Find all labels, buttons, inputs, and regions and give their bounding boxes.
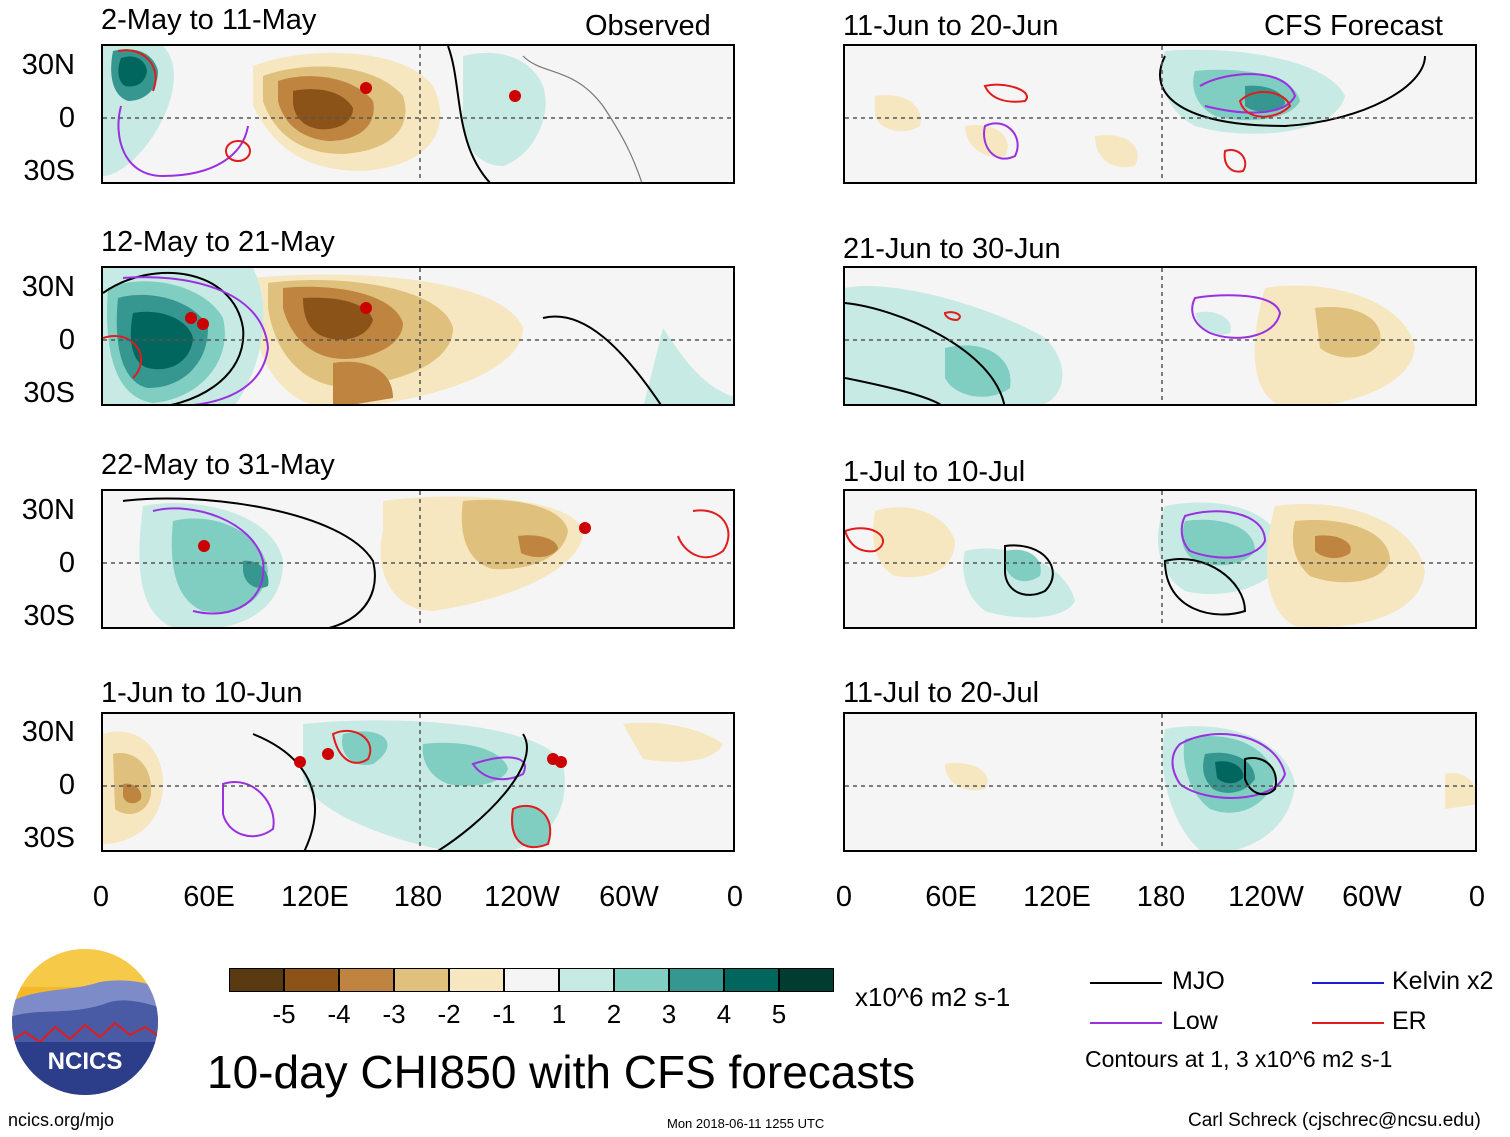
legend-label-mjo: MJO xyxy=(1172,967,1225,995)
legend-label-er: ER xyxy=(1392,1007,1427,1035)
lon-right-60e: 60E xyxy=(925,881,977,913)
colorbar-label: 2 xyxy=(606,999,622,1029)
panel-title-right-2: 21-Jun to 30-Jun xyxy=(843,233,1061,265)
panel-title-right-3: 1-Jul to 10-Jul xyxy=(843,456,1026,488)
colorbar-swatch-9 xyxy=(669,968,724,992)
colorbar-swatch-2 xyxy=(284,968,339,992)
colorbar-label: -2 xyxy=(437,999,461,1029)
cfs-forecast-label: CFS Forecast xyxy=(1264,10,1443,42)
lat-eq-row3: 0 xyxy=(58,547,75,579)
colorbar-label: 3 xyxy=(661,999,677,1029)
map-panel-right-1 xyxy=(843,44,1477,184)
panel-title-right-4: 11-Jul to 20-Jul xyxy=(843,677,1040,709)
lat-30s-row3: 30S xyxy=(23,600,75,632)
colorbar-swatch-4 xyxy=(394,968,449,992)
lat-eq-row2: 0 xyxy=(58,324,75,356)
colorbar-label: 4 xyxy=(716,999,732,1029)
legend-label-kelvin: Kelvin x2 xyxy=(1392,967,1494,995)
lon-left-180: 180 xyxy=(393,881,443,913)
lon-left-120e: 120E xyxy=(281,881,349,913)
legend-line-er xyxy=(1312,1022,1384,1024)
lat-30n-row1: 30N xyxy=(21,49,75,81)
footer-credit: Carl Schreck (cjschrec@ncsu.edu) xyxy=(1188,1110,1481,1131)
main-title: 10-day CHI850 with CFS forecasts xyxy=(207,1046,916,1098)
lon-left-60e: 60E xyxy=(183,881,235,913)
colorbar-label: -5 xyxy=(272,999,296,1029)
colorbar-label: -3 xyxy=(382,999,406,1029)
observed-label: Observed xyxy=(585,10,711,42)
colorbar-swatch-6 xyxy=(504,968,559,992)
colorbar-label: 5 xyxy=(771,999,787,1029)
lat-eq-row4: 0 xyxy=(58,769,75,801)
lat-30s-row2: 30S xyxy=(23,377,75,409)
colorbar-swatch-10 xyxy=(724,968,779,992)
lon-left-0: 0 xyxy=(92,881,110,913)
legend-label-low: Low xyxy=(1172,1007,1218,1035)
ncics-logo-text: NCICS xyxy=(48,1048,123,1075)
legend-line-low xyxy=(1090,1022,1162,1024)
panel-title-left-4: 1-Jun to 10-Jun xyxy=(101,677,303,709)
lon-left-0-end: 0 xyxy=(726,881,744,913)
colorbar-label: -4 xyxy=(327,999,351,1029)
colorbar-swatch-5 xyxy=(449,968,504,992)
map-panel-right-3 xyxy=(843,489,1477,629)
lon-right-0: 0 xyxy=(835,881,853,913)
lon-right-60w: 60W xyxy=(1342,881,1402,913)
colorbar-units: x10^6 m2 s-1 xyxy=(855,982,1011,1012)
panel-title-left-3: 22-May to 31-May xyxy=(101,449,335,481)
map-panel-left-2 xyxy=(101,266,735,406)
lon-right-120e: 120E xyxy=(1023,881,1091,913)
map-panel-right-4 xyxy=(843,712,1477,852)
lon-right-0-end: 0 xyxy=(1468,881,1486,913)
ncics-logo: NCICS xyxy=(10,947,160,1097)
colorbar-swatch-1 xyxy=(229,968,284,992)
lon-right-120w: 120W xyxy=(1228,881,1304,913)
legend-contour-note: Contours at 1, 3 x10^6 m2 s-1 xyxy=(1085,1046,1393,1072)
lon-left-120w: 120W xyxy=(484,881,560,913)
colorbar-label: 1 xyxy=(551,999,567,1029)
lat-30s-row1: 30S xyxy=(23,155,75,187)
legend-line-kelvin xyxy=(1312,982,1384,984)
map-panel-left-4 xyxy=(101,712,735,852)
lat-30n-row2: 30N xyxy=(21,271,75,303)
colorbar-label: -1 xyxy=(492,999,516,1029)
lat-eq-row1: 0 xyxy=(58,102,75,134)
colorbar-swatch-7 xyxy=(559,968,614,992)
lon-left-60w: 60W xyxy=(599,881,659,913)
legend-line-mjo xyxy=(1090,982,1162,984)
colorbar-swatch-8 xyxy=(614,968,669,992)
colorbar-swatch-11 xyxy=(779,968,834,992)
footer-timestamp: Mon 2018-06-11 1255 UTC xyxy=(667,1116,825,1131)
panel-title-left-2: 12-May to 21-May xyxy=(101,226,335,258)
panel-title-right-1: 11-Jun to 20-Jun xyxy=(843,10,1059,42)
colorbar-swatch-3 xyxy=(339,968,394,992)
lat-30n-row3: 30N xyxy=(21,494,75,526)
lat-30s-row4: 30S xyxy=(23,822,75,854)
footer-url[interactable]: ncics.org/mjo xyxy=(8,1110,115,1130)
panel-title-left-1: 2-May to 11-May xyxy=(101,4,317,36)
map-panel-left-3 xyxy=(101,489,735,629)
lon-right-180: 180 xyxy=(1136,881,1186,913)
lat-30n-row4: 30N xyxy=(21,716,75,748)
map-panel-left-1 xyxy=(101,44,735,184)
map-panel-right-2 xyxy=(843,266,1477,406)
